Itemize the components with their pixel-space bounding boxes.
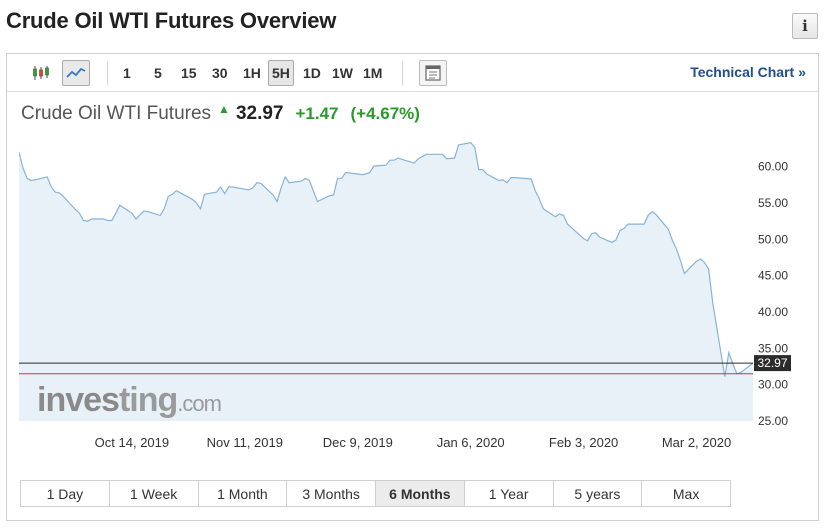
timeframe-1h[interactable]: 1H xyxy=(243,65,261,81)
y-tick-label: 45.00 xyxy=(758,269,788,283)
quote-header: Crude Oil WTI Futures ▲ 32.97 +1.47 (+4.… xyxy=(21,102,420,127)
x-tick-label: Feb 3, 2020 xyxy=(549,435,618,450)
range-1-year[interactable]: 1 Year xyxy=(464,481,554,506)
technical-chart-label: Technical Chart xyxy=(690,64,795,80)
range-1-week[interactable]: 1 Week xyxy=(109,481,199,506)
y-tick-label: 55.00 xyxy=(758,196,788,210)
instrument-name: Crude Oil WTI Futures xyxy=(21,103,212,124)
price-change-percent: (+4.67%) xyxy=(350,104,420,123)
timeframe-1m[interactable]: 1M xyxy=(363,65,383,81)
range-5-years[interactable]: 5 years xyxy=(553,481,643,506)
x-tick-label: Mar 2, 2020 xyxy=(662,435,731,450)
range-selector: 1 Day 1 Week 1 Month 3 Months 6 Months 1 Year… xyxy=(20,480,731,507)
last-price: 32.97 xyxy=(235,103,284,124)
y-tick-label: 50.00 xyxy=(758,232,788,246)
timeframe-5[interactable]: 5 xyxy=(154,65,162,81)
up-arrow-icon: ▲ xyxy=(218,102,230,116)
range-max[interactable]: Max xyxy=(642,481,730,506)
y-tick-label: 25.00 xyxy=(758,414,788,428)
price-area xyxy=(19,142,753,421)
x-tick-label: Dec 9, 2019 xyxy=(323,435,393,450)
range-3-months[interactable]: 3 Months xyxy=(287,481,376,506)
range-1-month[interactable]: 1 Month xyxy=(198,481,288,506)
x-tick-label: Nov 11, 2019 xyxy=(207,435,283,450)
chart-toolbar: 1 5 15 30 1H 5H 1D 1W 1M Technical Chart… xyxy=(7,54,818,92)
y-tick-label: 30.00 xyxy=(758,378,788,392)
price-chart[interactable]: investing.com 60.00 55.00 50.00 45.00 40.00 3… xyxy=(7,54,818,474)
svg-text:investing.com: investing.com xyxy=(37,381,221,419)
range-1-day[interactable]: 1 Day xyxy=(21,481,110,506)
timeframe-30[interactable]: 30 xyxy=(212,65,228,81)
timeframe-1d[interactable]: 1D xyxy=(303,65,321,81)
toolbar-divider xyxy=(402,61,403,85)
candlestick-icon[interactable] xyxy=(28,60,56,86)
y-tick-label: 35.00 xyxy=(758,341,788,355)
toolbar-divider xyxy=(107,61,108,85)
last-price-tag: 32.97 xyxy=(754,355,791,372)
x-tick-label: Oct 14, 2019 xyxy=(95,435,169,450)
last-price-tag-bg xyxy=(754,355,791,372)
timeframe-5h[interactable]: 5H xyxy=(268,60,294,86)
page-title: Crude Oil WTI Futures Overview xyxy=(6,8,337,33)
range-6-months[interactable]: 6 Months xyxy=(376,481,465,506)
price-change: +1.47 xyxy=(295,104,339,123)
last-price-tag-text: 32.97 xyxy=(757,356,787,370)
timeframe-1w[interactable]: 1W xyxy=(332,65,353,81)
line-chart-icon[interactable] xyxy=(62,60,90,86)
chart-settings-icon[interactable] xyxy=(419,60,447,86)
x-tick-label: Jan 6, 2020 xyxy=(437,435,505,450)
y-tick-label: 60.00 xyxy=(758,160,788,174)
investing-watermark: investing.com xyxy=(37,381,222,419)
technical-chart-link[interactable]: Technical Chart» xyxy=(690,64,806,80)
price-series-line xyxy=(19,142,753,377)
double-chevron-right-icon: » xyxy=(798,64,806,80)
y-tick-label: 40.00 xyxy=(758,305,788,319)
chart-widget: 1 5 15 30 1H 5H 1D 1W 1M Technical Chart… xyxy=(6,53,819,521)
info-icon[interactable]: i xyxy=(792,13,818,39)
timeframe-1[interactable]: 1 xyxy=(123,65,131,81)
timeframe-15[interactable]: 15 xyxy=(181,65,197,81)
